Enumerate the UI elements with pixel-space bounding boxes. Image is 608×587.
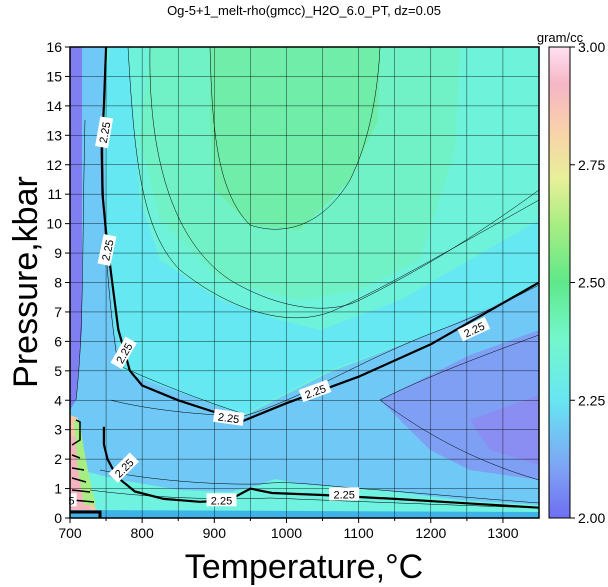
contour-label-bg [108, 452, 139, 483]
colorbar-tick-label: 2.00 [578, 510, 605, 526]
x-axis-label: Temperature,°C [185, 548, 423, 586]
colorbar-tick-label: 2.25 [578, 392, 605, 408]
contour-label-bg [110, 336, 137, 370]
y-tick-label: 2 [54, 451, 62, 467]
x-axis-ticks: 700 800 900 1000 1100 1200 1300 [58, 518, 519, 541]
x-tick-label: 800 [130, 525, 154, 541]
contour-label-text: 2.25 [333, 489, 354, 501]
y-tick-label: 14 [46, 98, 62, 114]
colorbar-tick-label: 3.00 [578, 39, 605, 55]
x-tick-label: 900 [203, 525, 227, 541]
contour-label: 2.25 [95, 116, 114, 149]
x-tick-label: 700 [58, 525, 82, 541]
x-tick-label: 1100 [344, 525, 374, 541]
chart-title: Og-5+1_melt-rho(gmcc)_H2O_6.0_PT, dz=0.0… [167, 3, 441, 18]
y-tick-label: 15 [46, 68, 62, 84]
contour-label-bg [213, 408, 245, 426]
contour-label-text: 2.25 [211, 495, 232, 507]
contour-label: 5 [66, 493, 77, 507]
contour-label: 2.25 [329, 487, 360, 501]
contour-label-bg [298, 379, 332, 403]
y-tick-label: 5 [54, 363, 62, 379]
colorbar-gradient [548, 46, 571, 519]
y-tick-label: 12 [46, 157, 62, 173]
contour-label-text: 2.25 [100, 239, 116, 262]
grid [70, 47, 539, 518]
y-tick-label: 3 [54, 422, 62, 438]
contour-label: 2.25 [206, 493, 237, 507]
y-tick-label: 7 [54, 304, 62, 320]
x-tick-label: 1300 [487, 525, 518, 541]
colorbar-tick-label: 2.50 [578, 275, 605, 291]
bottom-left-contours [70, 419, 102, 518]
contour-label: 2.25 [97, 233, 117, 267]
y-tick-label: 6 [54, 333, 62, 349]
y-axis-label: Pressure,kbar [7, 176, 45, 388]
y-tick-label: 16 [46, 39, 62, 55]
contour-label-text: 2.25 [98, 121, 114, 144]
contour-label-text: 5 [68, 495, 74, 507]
contour-label-bg [66, 493, 77, 507]
y-tick-label: 4 [54, 392, 62, 408]
contour-label-text: 2.25 [217, 411, 240, 426]
y-tick-label: 13 [46, 127, 62, 143]
y-tick-label: 9 [54, 245, 62, 261]
contour-label-bg [206, 493, 237, 507]
colorbar-unit: gram/cc [537, 30, 584, 45]
contour-label: 2.25 [213, 408, 245, 426]
y-tick-label: 0 [54, 510, 62, 526]
x-tick-label: 1200 [415, 525, 446, 541]
y-tick-label: 1 [54, 481, 62, 497]
y-tick-label: 8 [54, 275, 62, 291]
contour-label-bg [457, 316, 491, 342]
contour-label-bg [95, 116, 114, 149]
colorbar: gram/cc 2.00 2.25 2.50 2.75 3.00 [537, 30, 606, 526]
contour-2.25-upper [100, 47, 539, 422]
y-tick-label: 10 [46, 216, 62, 232]
contour-label-bg [97, 233, 117, 267]
colorbar-tick-label: 2.75 [578, 157, 605, 173]
contour-label-bg [329, 487, 360, 501]
colorbar-ticks: 2.00 2.25 2.50 2.75 3.00 [570, 39, 605, 526]
y-tick-label: 11 [47, 186, 62, 202]
x-tick-label: 1000 [271, 525, 302, 541]
